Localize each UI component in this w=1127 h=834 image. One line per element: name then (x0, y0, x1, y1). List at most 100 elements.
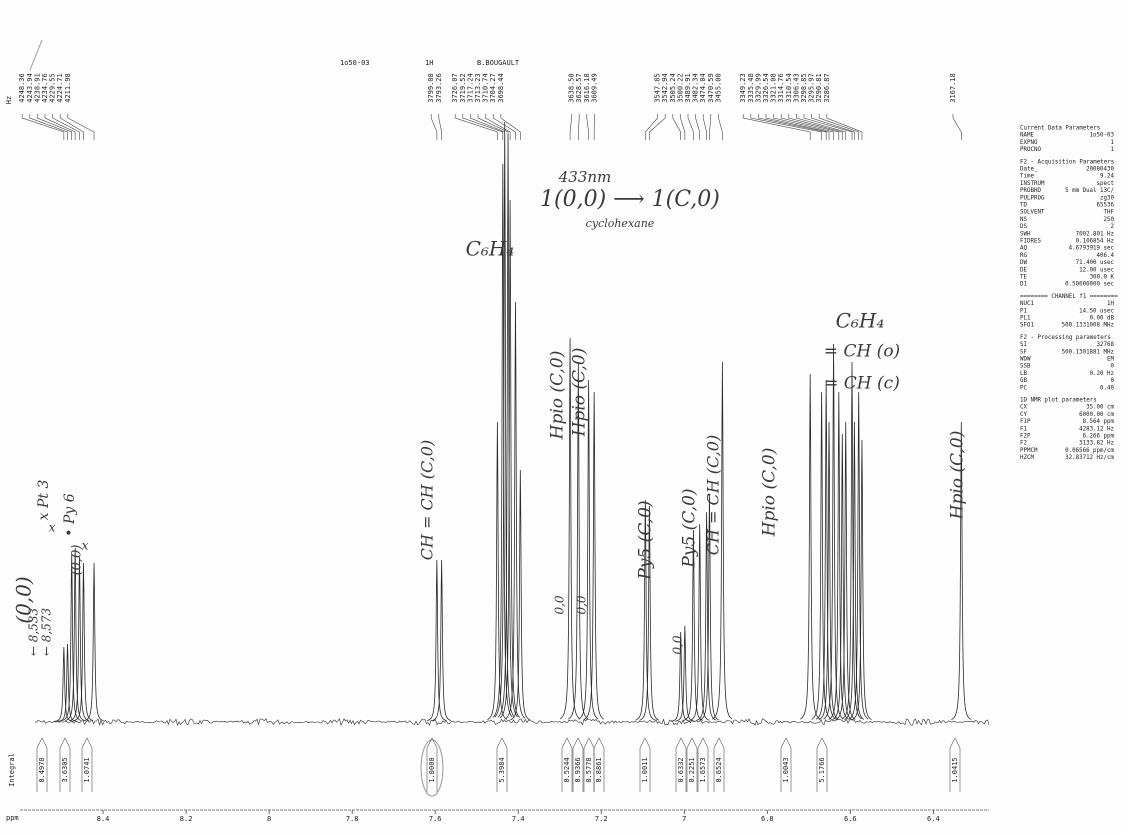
param-key: GB (1020, 378, 1027, 384)
integral-label: 0.9366 (574, 757, 582, 782)
param-key: F2P (1020, 434, 1031, 440)
x-tick-label: 7 (682, 815, 686, 823)
integral-caption: Integral (8, 753, 16, 787)
param-key: DE (1020, 267, 1027, 273)
param-value: 12.00 usec (1079, 267, 1114, 273)
param-key: RG (1020, 253, 1027, 259)
param-key: NUC1 (1020, 301, 1034, 307)
param-value: 6000.00 cm (1079, 412, 1114, 418)
hand-annotation: ← 8,573 (40, 608, 54, 657)
hand-annotation: 1(0,0) ⟶ 1(C,0) (540, 187, 720, 212)
param-value: 1 (1111, 140, 1115, 146)
param-key: SSB (1020, 364, 1031, 370)
param-key: HZCM (1020, 455, 1034, 461)
param-key: CY (1020, 412, 1027, 418)
param-value: 32.83712 Hz/cm (1065, 455, 1114, 461)
param-value: 0.50000000 sec (1065, 282, 1114, 288)
param-key: Date_ (1020, 167, 1038, 173)
integral-label: 0.8861 (595, 757, 603, 782)
integral-label: 1.6573 (699, 757, 707, 782)
param-key: PPMCM (1020, 448, 1038, 454)
param-key: WDW (1020, 357, 1031, 363)
hand-annotation: x (49, 521, 56, 535)
param-value: 0 (1111, 378, 1115, 384)
hand-annotation: Hpio (C,0) (570, 348, 590, 438)
integral-label: 0.5778 (585, 757, 593, 782)
param-value: zg30 (1100, 195, 1114, 201)
param-value: 500.1331008 MHz (1062, 323, 1114, 329)
hand-annotation: 0,0 (575, 595, 589, 614)
param-key: Time (1020, 174, 1034, 180)
hand-annotation: Hpio (C,0) (948, 431, 968, 521)
hand-annotation: = CH (c) (824, 374, 900, 394)
param-value: 406.4 (1097, 253, 1115, 259)
param-key: SFO1 (1020, 323, 1034, 329)
hand-annotation: Py5 (C,0) (636, 500, 656, 580)
hz-unit-label: Hz (5, 96, 13, 104)
integral-label: 5.1766 (818, 757, 826, 782)
x-tick-label: 7.8 (346, 815, 359, 823)
param-value: 0.00 dB (1090, 316, 1115, 322)
integral-label: 5.3984 (498, 757, 506, 782)
param-value: 65536 (1097, 203, 1115, 209)
param-key: CX (1020, 405, 1027, 411)
param-section-title: Current Data Parameters (1020, 126, 1100, 132)
param-value: 250 (1104, 217, 1115, 223)
integral-label: 0.5244 (563, 757, 571, 782)
hand-annotation: CH = CH (C,0) (704, 435, 723, 555)
param-value: 4283.12 Hz (1079, 426, 1114, 432)
param-value: 20080430 (1086, 167, 1114, 173)
param-value: 6.266 ppm (1083, 434, 1115, 440)
integral-label: 0.6524 (715, 757, 723, 782)
hand-annotation: C₆H₄ (836, 309, 885, 333)
param-key: FIDRES (1020, 239, 1041, 245)
x-tick-label: 8.4 (97, 815, 110, 823)
peak-label: 4211.98 (64, 73, 72, 103)
x-tick-label: 8.2 (180, 815, 193, 823)
param-key: TD (1020, 203, 1027, 209)
param-key: PULPROG (1020, 195, 1045, 201)
param-value: 1H (1107, 301, 1114, 307)
hand-annotation: = CH (o) (824, 342, 900, 362)
param-value: 7002.801 Hz (1076, 231, 1114, 237)
hand-annotation: 433nm (558, 168, 612, 186)
x-tick-label: 7.4 (512, 815, 525, 823)
param-key: F2 (1020, 441, 1027, 447)
integral-label: 3.6305 (61, 757, 69, 782)
param-key: F1 (1020, 426, 1027, 432)
param-key: LB (1020, 371, 1027, 377)
param-value: spect (1097, 181, 1114, 187)
param-key: NS (1020, 217, 1027, 223)
param-key: PC (1020, 385, 1027, 391)
param-value: 1o50-03 (1090, 133, 1115, 139)
integral-label: 0.6332 (677, 757, 685, 782)
x-tick-label: 6.4 (927, 815, 940, 823)
param-value: 71.400 usec (1076, 260, 1114, 266)
header-text: 1H (425, 59, 433, 67)
hand-annotation: cyclohexane (586, 217, 655, 230)
param-key: SOLVENT (1020, 210, 1045, 216)
param-key: AQ (1020, 246, 1027, 252)
param-key: PROBHD (1020, 188, 1041, 194)
param-key: SI (1020, 342, 1027, 348)
x-tick-label: 7.6 (429, 815, 442, 823)
param-value: 9.24 (1100, 174, 1114, 180)
param-value: 0 (1111, 364, 1115, 370)
peak-label: 3609.49 (590, 73, 598, 103)
param-key: P1 (1020, 308, 1027, 314)
x-tick-label: 7.2 (595, 815, 608, 823)
integral-label: 1.0741 (83, 757, 91, 782)
param-value: 2 (1111, 224, 1115, 230)
param-section-title: F2 - Acquisition Parameters (1020, 159, 1114, 165)
param-key: SF (1020, 349, 1027, 355)
param-key: F1P (1020, 419, 1031, 425)
hand-annotation: • Py 6 (62, 493, 78, 536)
param-value: 300.0 K (1090, 275, 1115, 281)
integral-label: 1.0043 (782, 757, 790, 782)
param-value: 0.106854 Hz (1076, 239, 1114, 245)
param-key: TE (1020, 275, 1027, 281)
param-key: NAME (1020, 133, 1034, 139)
param-value: 3133.82 Hz (1079, 441, 1114, 447)
param-value: 5 mm Dual 13C/ (1065, 188, 1114, 194)
param-value: 0.40 (1100, 385, 1114, 391)
